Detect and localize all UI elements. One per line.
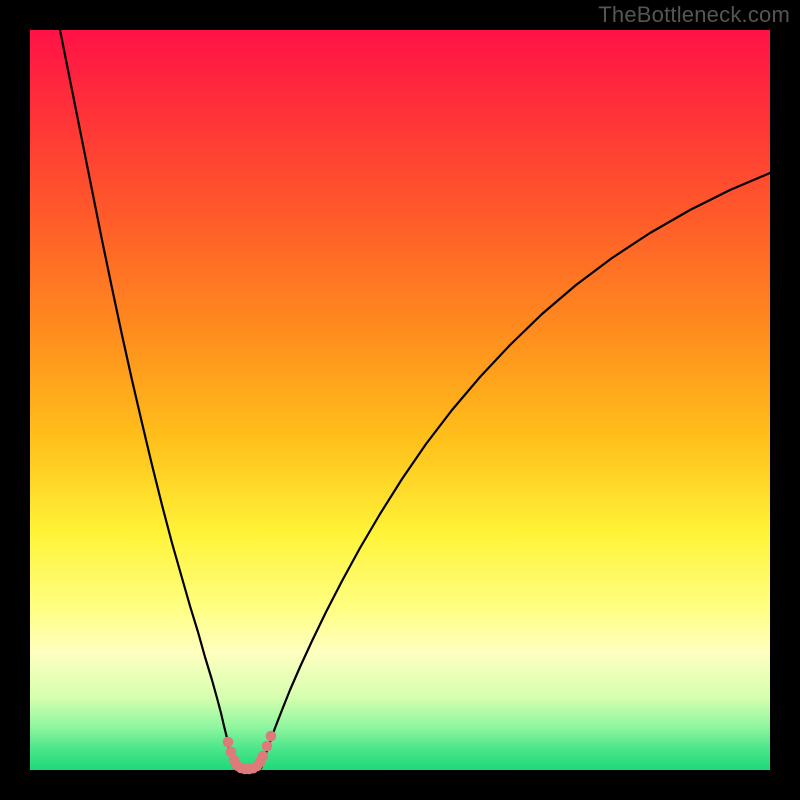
curve-layer [30,30,770,770]
plot-area [30,30,770,770]
watermark-text: TheBottleneck.com [598,2,790,28]
valley-marker [266,731,277,742]
right-curve [261,173,770,769]
valley-marker [223,737,234,748]
left-curve [60,30,234,769]
chart-frame: TheBottleneck.com [0,0,800,800]
valley-marker [262,741,273,752]
valley-marker [258,751,269,762]
